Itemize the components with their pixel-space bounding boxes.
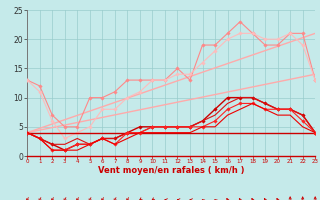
X-axis label: Vent moyen/en rafales ( km/h ): Vent moyen/en rafales ( km/h ) [98,166,244,175]
